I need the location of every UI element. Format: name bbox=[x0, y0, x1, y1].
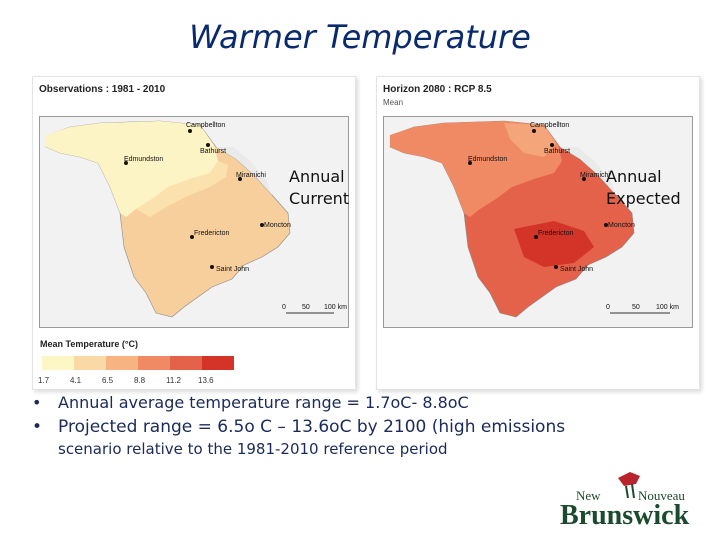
svg-text:0: 0 bbox=[606, 304, 610, 311]
horizon-panel: Horizon 2080 : RCP 8.5 Mean Campbellton … bbox=[376, 76, 700, 390]
svg-text:100 km: 100 km bbox=[324, 304, 347, 311]
horizon-title: Horizon 2080 : RCP 8.5 bbox=[383, 84, 492, 95]
province-cool-region bbox=[46, 121, 218, 217]
svg-text:Campbellton: Campbellton bbox=[530, 122, 569, 129]
bullet-current-range: • Annual average temperature range = 1.7… bbox=[26, 392, 626, 414]
svg-text:Edmundston: Edmundston bbox=[468, 156, 507, 163]
horizon-map: Campbellton Bathurst Edmundston Miramich… bbox=[383, 116, 693, 328]
annual-expected-label: Annual Expected bbox=[606, 166, 681, 210]
annual-current-line2: Current bbox=[289, 189, 350, 208]
svg-text:Saint John: Saint John bbox=[560, 266, 593, 273]
legend-swatch bbox=[42, 356, 74, 370]
svg-text:Moncton: Moncton bbox=[608, 222, 635, 229]
svg-text:Edmundston: Edmundston bbox=[124, 156, 163, 163]
legend-swatch bbox=[202, 356, 234, 370]
legend-tick: 8.8 bbox=[134, 376, 146, 385]
province-mild-region bbox=[136, 161, 228, 217]
svg-text:Campbellton: Campbellton bbox=[186, 122, 225, 129]
bullet-dot: • bbox=[32, 417, 43, 437]
legend-tick: 11.2 bbox=[166, 376, 181, 385]
observations-map-svg: Campbellton Bathurst Edmundston Miramich… bbox=[40, 117, 348, 327]
logo-nouveau: Nouveau bbox=[638, 488, 685, 503]
slide-title: Warmer Temperature bbox=[189, 18, 531, 56]
bullet-projected-range: • Projected range = 6.5o C – 13.6oC by 2… bbox=[26, 416, 626, 460]
observations-panel: Observations : 1981 - 2010 Campbellton B… bbox=[32, 76, 356, 390]
svg-text:0: 0 bbox=[282, 304, 286, 311]
logo-brunswick: Brunswick bbox=[560, 500, 690, 530]
new-brunswick-logo: New Nouveau Brunswick bbox=[556, 470, 706, 531]
annual-current-label: Annual Current bbox=[289, 166, 349, 210]
legend-swatch bbox=[74, 356, 106, 370]
svg-text:Bathurst: Bathurst bbox=[544, 148, 570, 155]
annual-current-line1: Annual bbox=[289, 167, 345, 186]
svg-text:Miramichi: Miramichi bbox=[236, 172, 266, 179]
logo-new: New bbox=[576, 488, 601, 503]
legend-tick: 1.7 bbox=[38, 376, 50, 385]
bullet-dot: • bbox=[32, 393, 42, 412]
svg-text:Bathurst: Bathurst bbox=[200, 148, 226, 155]
legend-swatch bbox=[106, 356, 138, 370]
svg-text:Saint John: Saint John bbox=[216, 266, 249, 273]
svg-text:50: 50 bbox=[302, 304, 310, 311]
observations-map: Campbellton Bathurst Edmundston Miramich… bbox=[39, 116, 349, 328]
bullet-list: • Annual average temperature range = 1.7… bbox=[26, 392, 626, 462]
annual-expected-line2: Expected bbox=[606, 189, 681, 208]
svg-text:Moncton: Moncton bbox=[264, 222, 291, 229]
svg-text:50: 50 bbox=[632, 304, 640, 311]
bullet-continuation: scenario relative to the 1981-2010 refer… bbox=[58, 440, 448, 458]
bullet-text: Projected range = 6.5o C – 13.6oC by 210… bbox=[58, 417, 566, 437]
horizon-map-svg: Campbellton Bathurst Edmundston Miramich… bbox=[384, 117, 692, 327]
svg-text:Fredericton: Fredericton bbox=[194, 230, 230, 237]
legend-title: Mean Temperature (°C) bbox=[40, 339, 138, 349]
temperature-legend: Mean Temperature (°C) 1.7 4.1 6.5 8.8 11.2 13… bbox=[36, 336, 246, 390]
legend-tick: 6.5 bbox=[102, 376, 114, 385]
svg-text:Fredericton: Fredericton bbox=[538, 230, 574, 237]
legend-tick: 4.1 bbox=[70, 376, 82, 385]
bullet-text: Annual average temperature range = 1.7oC… bbox=[58, 393, 469, 412]
observations-title: Observations : 1981 - 2010 bbox=[39, 84, 166, 95]
legend-tick: 13.6 bbox=[198, 376, 214, 385]
legend-swatch bbox=[138, 356, 170, 370]
svg-text:Miramichi: Miramichi bbox=[580, 172, 610, 179]
svg-text:100 km: 100 km bbox=[656, 304, 679, 311]
annual-expected-line1: Annual bbox=[606, 167, 662, 186]
legend-swatch bbox=[170, 356, 202, 370]
horizon-subtitle: Mean bbox=[383, 98, 404, 107]
